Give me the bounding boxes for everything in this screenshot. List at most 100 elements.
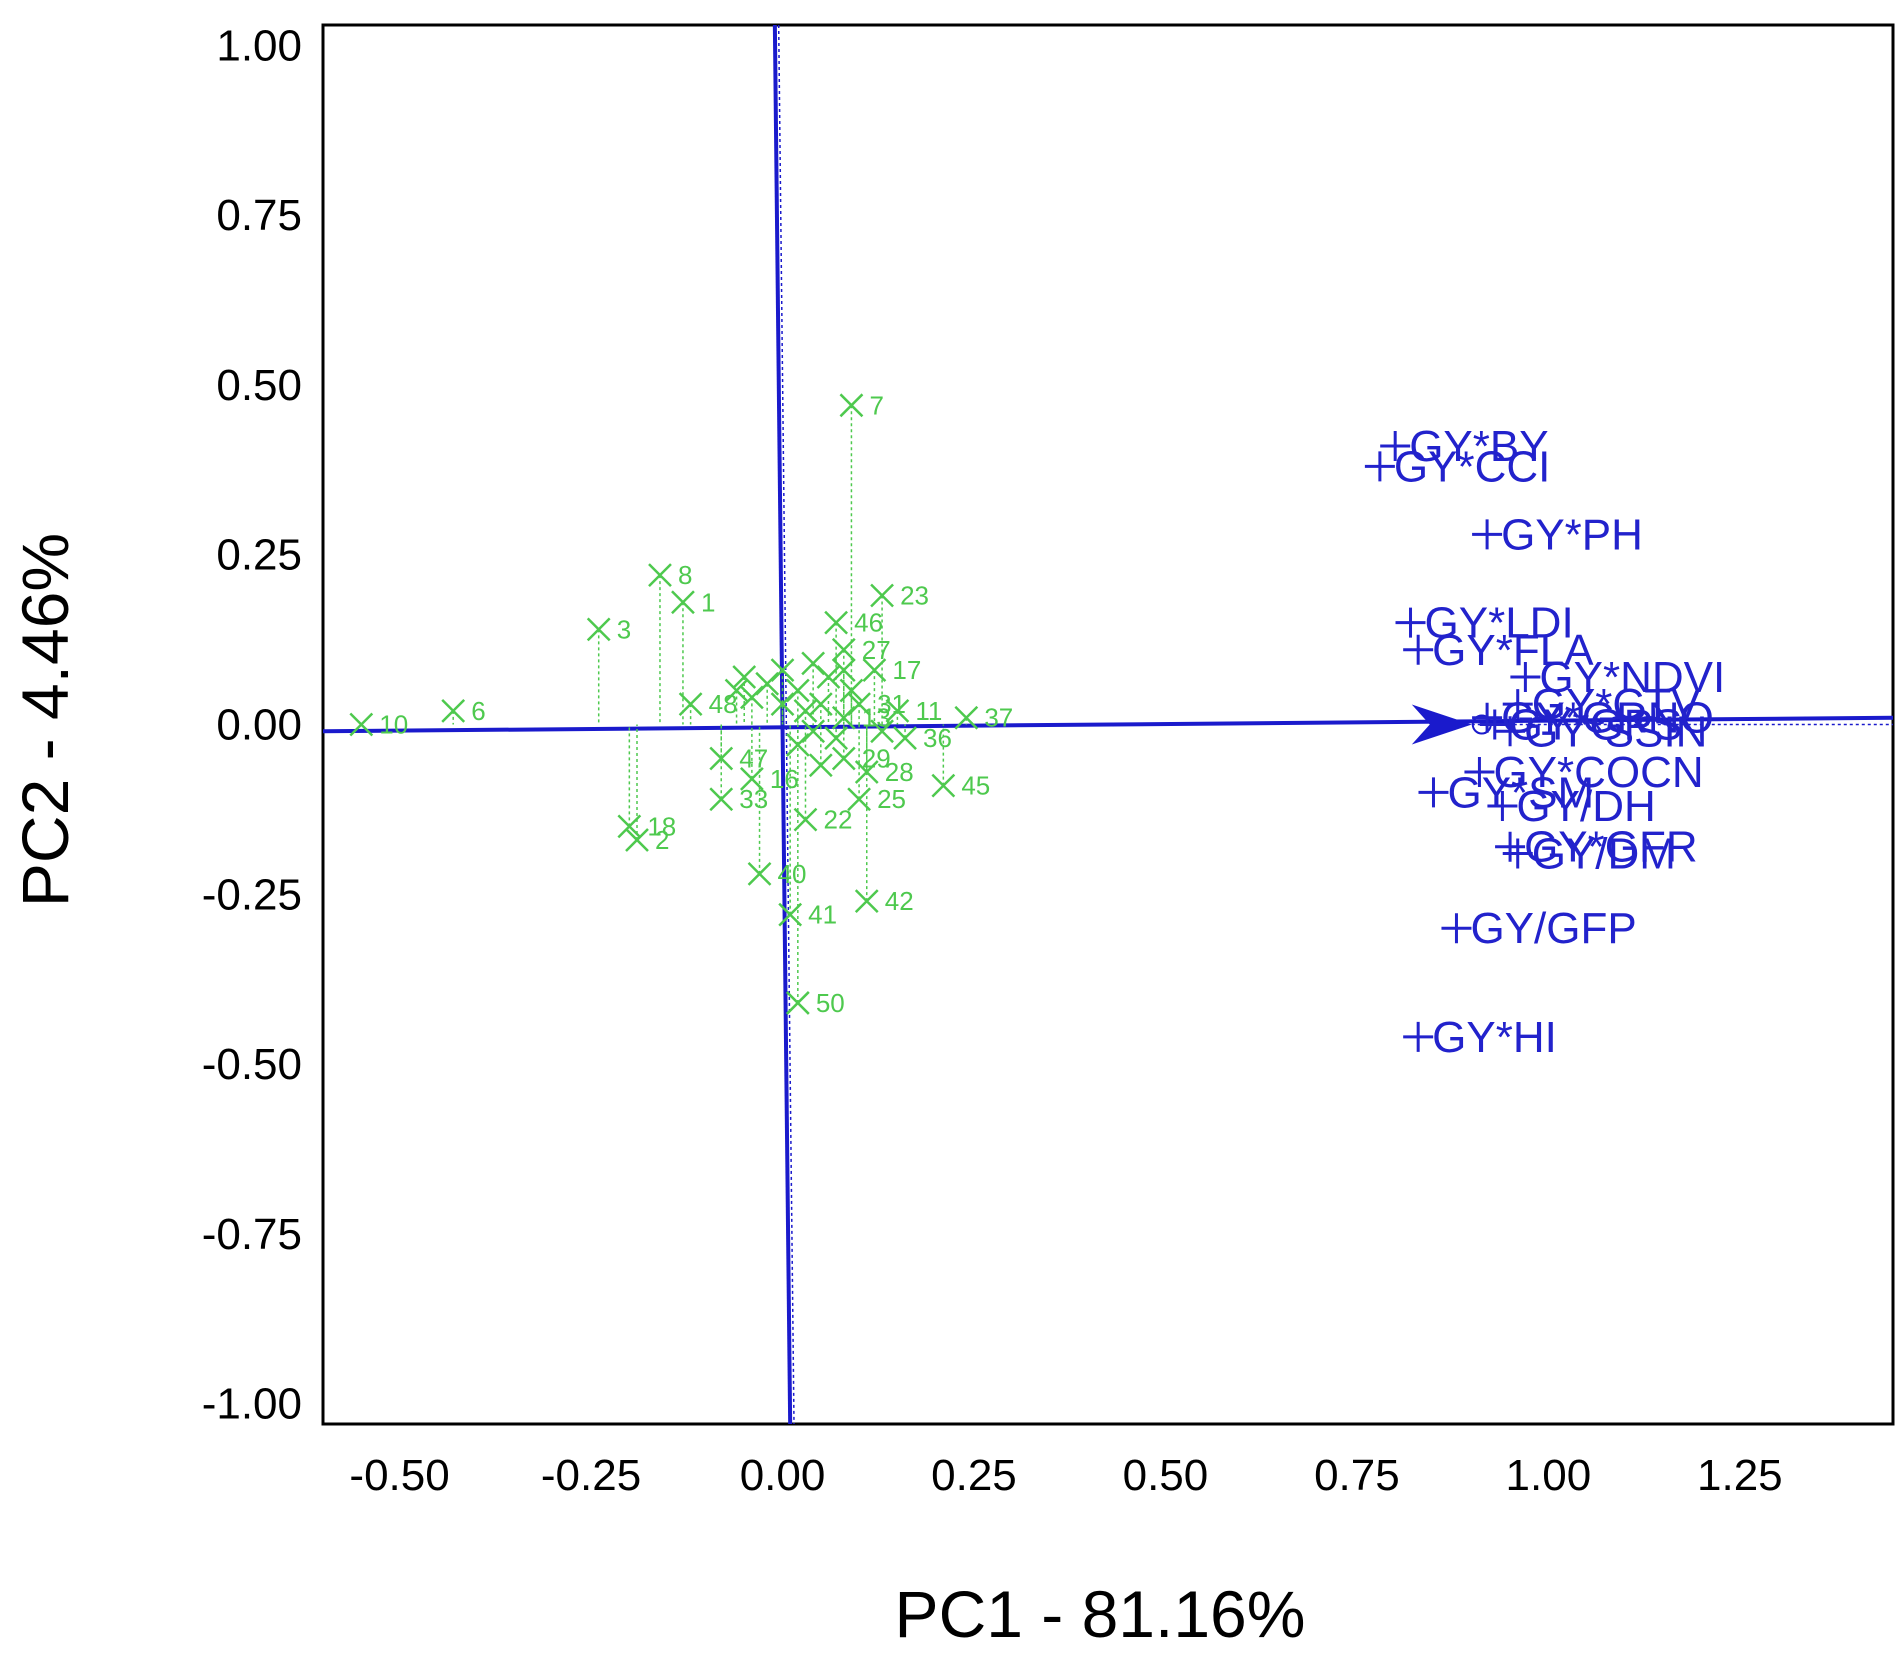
- genotype-marker: [839, 393, 864, 418]
- genotype-label: 40: [778, 859, 807, 889]
- trait-label: GY*GPS: [1509, 701, 1683, 750]
- y-tick-label: -1.00: [202, 1380, 302, 1429]
- genotype-marker: [671, 590, 695, 615]
- x-tick-label: 1.25: [1697, 1451, 1783, 1500]
- x-axis-title: PC1 - 81.16%: [895, 1577, 1306, 1651]
- trait-label: GY*GRNO: [1501, 694, 1714, 743]
- x-tick-label: 0.75: [1314, 1451, 1400, 1500]
- trait-label: GY*FLA: [1432, 626, 1594, 675]
- y-axis-title: PC2 - 4.46%: [8, 533, 82, 907]
- trait-marker: [1472, 519, 1503, 550]
- trait-marker: [1495, 831, 1526, 862]
- genotype-label: 23: [900, 580, 929, 610]
- trait-marker: [1403, 1021, 1434, 1052]
- trait-label: GY*BY: [1409, 422, 1548, 471]
- genotype-label: 25: [877, 784, 906, 814]
- trait-marker: [1502, 838, 1533, 869]
- genotype-label: 42: [885, 886, 914, 916]
- genotype-marker: [709, 787, 734, 812]
- genotype-label: 18: [647, 811, 676, 841]
- genotype-label: 1: [701, 587, 715, 617]
- axis-ticks: -0.50 -0.25 0.00 0.25 0.50 0.75 1.00 1.25 1.00 0.…: [202, 21, 1783, 1500]
- trait-marker: [1479, 709, 1510, 740]
- x-tick-label: 1.00: [1506, 1451, 1592, 1500]
- trait-marker: [1464, 757, 1495, 788]
- genotype-marker: [732, 665, 757, 689]
- trait-marker: [1495, 716, 1526, 747]
- genotype-marker: [770, 692, 795, 717]
- genotype-label: 31: [877, 689, 906, 719]
- trait-label: GY*PH: [1501, 510, 1643, 559]
- genotype-label: 2: [655, 825, 669, 855]
- genotype-marker: [617, 814, 642, 839]
- trait-marker: [1403, 634, 1434, 665]
- genotype-marker: [793, 699, 818, 723]
- genotype-label: 36: [923, 723, 952, 753]
- trait-marker: [1364, 451, 1395, 482]
- genotype-label: 28: [885, 757, 914, 787]
- genotype-label: 17: [892, 655, 921, 685]
- genotype-marker: [870, 583, 894, 608]
- genotype-marker: [954, 705, 979, 730]
- genotype-marker: [747, 862, 772, 886]
- y-tick-label: 0.00: [216, 701, 302, 750]
- genotype-marker: [931, 773, 956, 798]
- genotype-marker: [586, 617, 611, 642]
- y-tick-label: 0.50: [216, 361, 302, 410]
- x-tick-label: -0.25: [541, 1451, 641, 1500]
- genotype-label: 16: [770, 764, 799, 794]
- trait-marker: [1510, 661, 1541, 692]
- genotype-marker: [648, 563, 672, 587]
- genotype-marker: [854, 889, 879, 913]
- genotype-label: 3: [617, 614, 631, 644]
- genotype-label: 8: [678, 560, 692, 590]
- genotype-marker: [441, 699, 466, 723]
- horizontal-axis-line: [322, 715, 1894, 734]
- genotype-marker: [739, 685, 764, 710]
- genotype-label: 7: [869, 390, 883, 420]
- trait-label: GY*CCI: [1394, 442, 1550, 491]
- trait-label: GY*COCN: [1493, 748, 1703, 797]
- genotype-marker: [625, 828, 649, 852]
- genotype-marker: [808, 692, 833, 717]
- genotype-marker: [709, 746, 734, 771]
- genotype-label: 6: [471, 696, 485, 726]
- trait-label: GY/DH: [1516, 782, 1655, 831]
- trait-marker: [1487, 790, 1518, 821]
- x-tick-label: -0.50: [349, 1451, 449, 1500]
- trait-label: GY*SM: [1447, 768, 1594, 817]
- genotype-marker: [824, 610, 849, 635]
- genotype-label: 27: [862, 635, 891, 665]
- genotype-marker: [770, 658, 795, 683]
- genotype-marker: [847, 692, 871, 717]
- genotype-marker: [724, 678, 749, 703]
- genotype-marker: [885, 699, 910, 723]
- trait-label: GY*LDI: [1425, 599, 1574, 648]
- trait-label: GY/GFP: [1470, 904, 1636, 953]
- genotype-label: 50: [816, 988, 845, 1018]
- genotype-marker: [854, 760, 879, 784]
- genotype-label: 41: [808, 900, 837, 930]
- trait-label: GY*SSIN: [1524, 707, 1707, 756]
- trait-label: GY*CTV: [1532, 680, 1701, 729]
- trait-label: GY*NDVI: [1539, 653, 1725, 702]
- x-tick-label: 0.25: [931, 1451, 1017, 1500]
- genotype-marker: [808, 753, 833, 778]
- y-tick-label: -0.25: [202, 870, 302, 919]
- trait-marker: [1418, 777, 1449, 808]
- genotype-label: 46: [854, 608, 883, 638]
- x-tick-label: 0.50: [1123, 1451, 1209, 1500]
- y-tick-label: 1.00: [216, 21, 302, 70]
- genotype-label: 10: [379, 710, 408, 740]
- y-tick-label: -0.75: [202, 1210, 302, 1259]
- trait-label: GY*HI: [1432, 1013, 1557, 1062]
- genotype-label: 45: [961, 771, 990, 801]
- trait-marker: [1380, 431, 1411, 462]
- trait-marker: [1502, 689, 1533, 720]
- genotype-marker: [785, 991, 810, 1015]
- genotype-marker: [831, 746, 856, 771]
- trait-label: GY*GFR: [1524, 823, 1698, 872]
- genotype-marker: [870, 719, 894, 744]
